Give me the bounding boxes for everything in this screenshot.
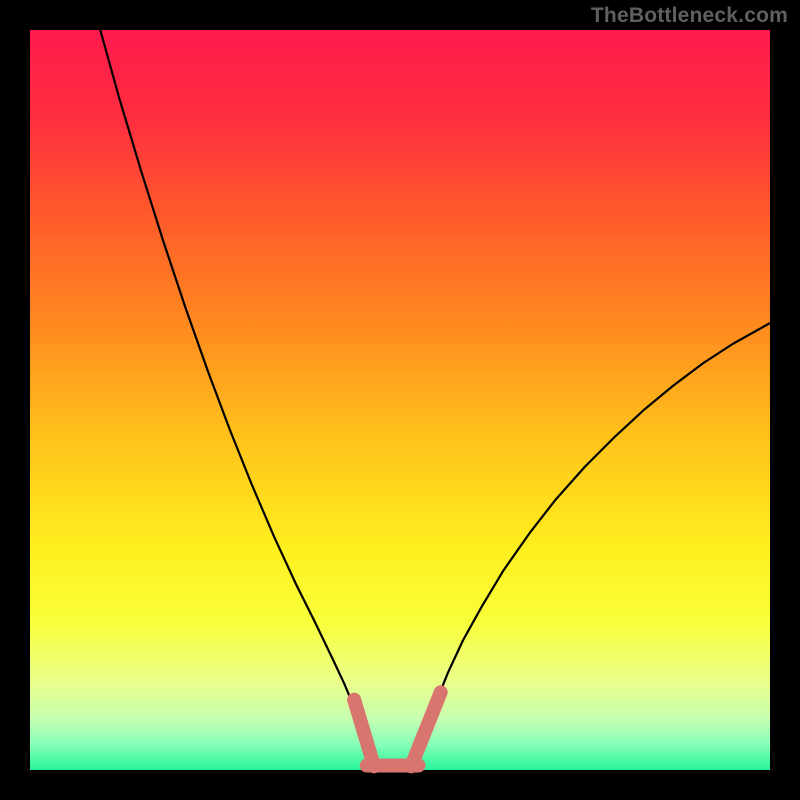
chart-container: TheBottleneck.com bbox=[0, 0, 800, 800]
chart-svg bbox=[0, 0, 800, 800]
plot-gradient bbox=[30, 30, 770, 770]
